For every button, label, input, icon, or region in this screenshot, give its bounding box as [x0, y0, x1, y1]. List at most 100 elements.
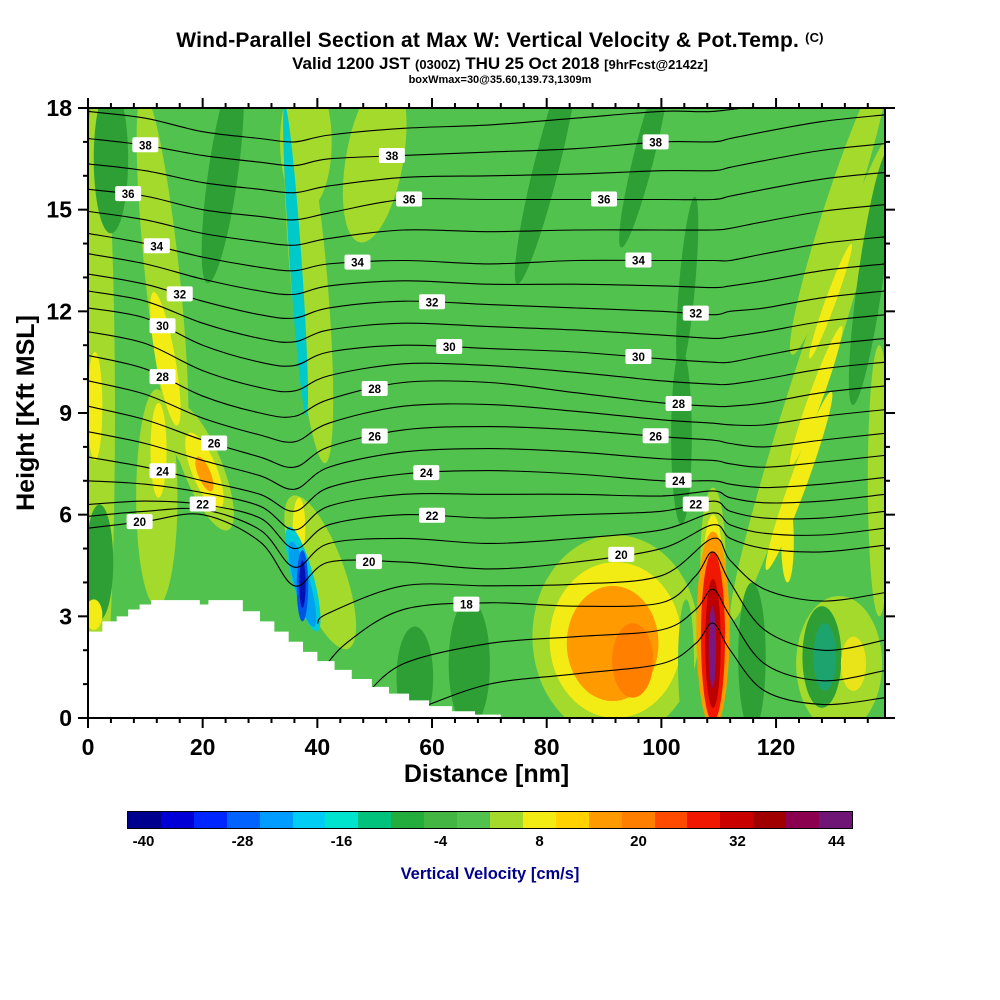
velocity-region: [201, 108, 244, 284]
y-tick-label: 0: [59, 705, 72, 731]
y-tick-label: 9: [59, 400, 72, 426]
colorbar-segment: [292, 812, 326, 828]
velocity-region: [781, 501, 794, 583]
y-tick-label: 18: [46, 95, 72, 121]
valid-time: Valid 1200 JST: [292, 54, 411, 73]
colorbar-title: Vertical Velocity [cm/s]: [400, 865, 580, 883]
axes: [78, 98, 895, 728]
svg-text:32: 32: [426, 297, 439, 309]
isotherm-label: 20: [126, 514, 153, 530]
isotherm-label: 30: [149, 318, 176, 334]
velocity-region: [789, 325, 843, 467]
x-tick-label: 60: [419, 734, 445, 760]
svg-text:30: 30: [632, 352, 645, 364]
svg-text:24: 24: [672, 476, 685, 488]
colorbar-segment: [786, 812, 820, 828]
isotherm-25: [88, 431, 885, 490]
x-tick-label: 40: [305, 734, 331, 760]
isotherm-39: [88, 108, 747, 143]
isotherm-label: 20: [608, 546, 635, 562]
title-text: Wind-Parallel Section at Max W: Vertical…: [176, 29, 800, 52]
isotherm-label: 34: [344, 254, 371, 270]
velocity-region: [708, 606, 717, 688]
svg-text:28: 28: [156, 372, 169, 384]
svg-text:26: 26: [649, 431, 662, 443]
isotherm-label: 34: [625, 252, 652, 268]
x-tick-label: 0: [82, 734, 95, 760]
isotherm-32: [88, 273, 885, 320]
title-unit: (C): [805, 30, 824, 45]
colorbar-bar: [127, 811, 853, 829]
isotherm-label: 36: [115, 186, 142, 202]
svg-text:22: 22: [426, 511, 439, 523]
colorbar-tick-label: -16: [330, 833, 353, 850]
isotherm-label: 22: [682, 496, 709, 512]
forecast-hour: [9hrFcst@2142z]: [604, 57, 708, 72]
valid-zulu: (0300Z): [414, 57, 461, 72]
velocity-region: [840, 636, 867, 691]
valid-time-line: Valid 1200 JST (0300Z) THU 25 Oct 2018 […: [0, 54, 1000, 74]
isotherm-label: 28: [665, 395, 692, 411]
svg-text:38: 38: [649, 137, 662, 149]
colorbar-segment: [325, 812, 359, 828]
svg-text:18: 18: [460, 600, 473, 612]
y-axis-title: Height [Kft MSL]: [12, 315, 40, 511]
figure-title: Wind-Parallel Section at Max W: Vertical…: [0, 29, 1000, 53]
velocity-region: [448, 599, 490, 718]
svg-text:26: 26: [208, 439, 221, 451]
isotherm-label: 26: [642, 428, 669, 444]
svg-text:20: 20: [363, 557, 376, 569]
velocity-region: [867, 345, 885, 617]
colorbar-tick-label: -4: [433, 833, 448, 850]
isotherm-36: [88, 171, 885, 221]
isotherm-label: 30: [436, 339, 463, 355]
isotherm-22: [88, 500, 885, 550]
colorbar-tick-label: 32: [729, 833, 746, 850]
isotherm-label: 22: [189, 496, 216, 512]
isotherm-21: [88, 507, 885, 568]
isotherm-17: [362, 588, 885, 699]
velocity-region: [809, 243, 852, 359]
svg-text:20: 20: [615, 550, 628, 562]
plot-area: [88, 108, 885, 718]
svg-text:30: 30: [156, 321, 169, 333]
velocity-region: [730, 137, 885, 621]
svg-text:24: 24: [420, 468, 433, 480]
y-tick-label: 12: [46, 298, 72, 324]
svg-text:32: 32: [689, 309, 702, 321]
isotherm-label: 36: [396, 191, 423, 207]
isotherm-label: 38: [378, 147, 405, 163]
isotherm-label: 32: [682, 305, 709, 321]
colorbar-segment: [522, 812, 556, 828]
isotherm-label: 24: [665, 472, 692, 488]
isotherm-label: 34: [143, 238, 170, 254]
svg-text:28: 28: [368, 384, 381, 396]
colorbar-segment: [588, 812, 622, 828]
velocity-region: [676, 196, 699, 373]
isotherm-24: [88, 456, 885, 512]
x-tick-label: 80: [534, 734, 560, 760]
x-tick-label: 100: [642, 734, 680, 760]
colorbar-segment: [687, 812, 721, 828]
svg-text:34: 34: [150, 241, 163, 253]
x-tick-label: 120: [757, 734, 795, 760]
colorbar-segment: [128, 812, 161, 828]
svg-text:34: 34: [632, 256, 645, 268]
svg-text:36: 36: [122, 189, 135, 201]
isotherm-29: [88, 331, 885, 393]
colorbar-tick-label: 44: [828, 833, 845, 850]
colorbar-segment: [720, 812, 754, 828]
svg-text:38: 38: [139, 140, 152, 152]
colorbar-segment: [226, 812, 260, 828]
velocity-region: [678, 599, 695, 718]
velocity-region: [813, 623, 837, 691]
colorbar-tick-labels: -40 -28 -16 -4 8 20 32 44: [127, 833, 853, 853]
isotherm-labels: 18 20 20 20 22 22 22 24 24 24 26 26 26 28 28 28 30 30 30 32…: [115, 134, 709, 612]
colorbar-segment: [457, 812, 490, 828]
isotherm-30: [88, 307, 885, 367]
wmax-annotation: boxWmax=30@35.60,139.73,1309m: [408, 74, 592, 86]
svg-text:36: 36: [598, 195, 611, 207]
isotherm-label: 20: [355, 554, 382, 570]
svg-text:22: 22: [196, 500, 209, 512]
